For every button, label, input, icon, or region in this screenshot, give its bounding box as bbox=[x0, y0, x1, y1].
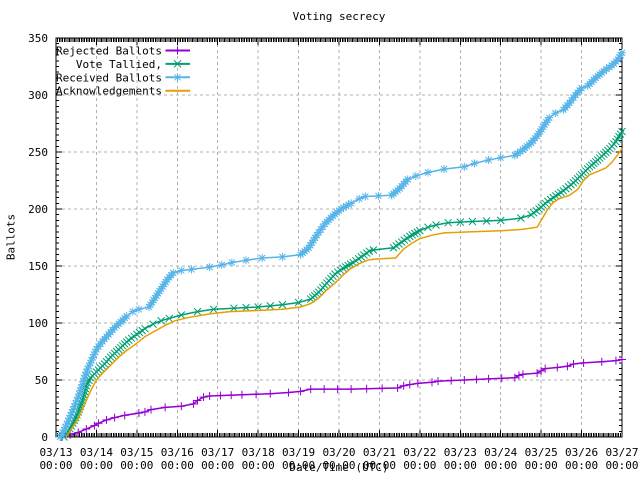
x-tick-time: 00:00 bbox=[444, 459, 477, 472]
series-rejected-ballots bbox=[58, 355, 626, 441]
y-tick-label: 350 bbox=[28, 32, 48, 45]
y-tick-label: 200 bbox=[28, 203, 48, 216]
x-tick-date: 03/14 bbox=[80, 446, 113, 459]
x-tick-date: 03/22 bbox=[403, 446, 436, 459]
x-tick-labels: 03/1300:0003/1400:0003/1500:0003/1600:00… bbox=[39, 446, 638, 472]
x-tick-time: 00:00 bbox=[242, 459, 275, 472]
y-tick-label: 100 bbox=[28, 317, 48, 330]
x-tick-date: 03/26 bbox=[565, 446, 598, 459]
x-tick-date: 03/13 bbox=[39, 446, 72, 459]
x-tick-date: 03/21 bbox=[363, 446, 396, 459]
x-tick-time: 00:00 bbox=[403, 459, 436, 472]
series-acknowledgements bbox=[65, 148, 623, 438]
x-axis-label: Date/Time (UTC) bbox=[289, 461, 389, 474]
legend-entry-1: Rejected Ballots bbox=[56, 45, 190, 58]
y-tick-label: 150 bbox=[28, 260, 48, 273]
legend-entry-2: Vote Tallied, bbox=[76, 58, 190, 71]
x-tick-time: 00:00 bbox=[80, 459, 113, 472]
y-tick-label: 300 bbox=[28, 89, 48, 102]
y-tick-label: 250 bbox=[28, 146, 48, 159]
x-tick-time: 00:00 bbox=[363, 459, 396, 472]
y-tick-label: 0 bbox=[41, 431, 48, 444]
series-received-ballots bbox=[56, 48, 626, 441]
x-tick-date: 03/25 bbox=[525, 446, 558, 459]
x-tick-date: 03/16 bbox=[161, 446, 194, 459]
x-tick-time: 00:00 bbox=[201, 459, 234, 472]
x-tick-time: 00:00 bbox=[120, 459, 153, 472]
axis-ticks bbox=[55, 37, 623, 438]
y-tick-labels: 0 50 100 150 200 250 300 350 bbox=[28, 32, 48, 444]
x-tick-time: 00:00 bbox=[161, 459, 194, 472]
x-tick-time: 00:00 bbox=[565, 459, 598, 472]
x-tick-time: 00:00 bbox=[605, 459, 638, 472]
x-tick-time: 00:00 bbox=[282, 459, 315, 472]
legend-label: Vote Tallied, bbox=[76, 58, 162, 71]
x-tick-time: 00:00 bbox=[39, 459, 72, 472]
legend-entry-4: Acknowledgements bbox=[56, 85, 190, 98]
x-tick-time: 00:00 bbox=[322, 459, 355, 472]
x-tick-date: 03/20 bbox=[322, 446, 355, 459]
x-tick-time: 00:00 bbox=[484, 459, 517, 472]
y-tick-label: 50 bbox=[35, 374, 48, 387]
x-tick-date: 03/23 bbox=[444, 446, 477, 459]
x-tick-date: 03/17 bbox=[201, 446, 234, 459]
x-tick-date: 03/18 bbox=[242, 446, 275, 459]
plot-border bbox=[55, 37, 623, 438]
x-tick-date: 03/27 bbox=[605, 446, 638, 459]
x-tick-time: 00:00 bbox=[525, 459, 558, 472]
legend-entry-3: Received Ballots bbox=[56, 71, 190, 84]
x-tick-date: 03/15 bbox=[120, 446, 153, 459]
x-tick-date: 03/24 bbox=[484, 446, 517, 459]
y-axis-label: Ballots bbox=[4, 213, 18, 261]
legend-label: Rejected Ballots bbox=[56, 45, 162, 58]
legend-label: Acknowledgements bbox=[56, 85, 162, 98]
x-tick-date: 03/19 bbox=[282, 446, 315, 459]
chart-title: Voting secrecy bbox=[292, 10, 386, 23]
legend-label: Received Ballots bbox=[56, 71, 162, 84]
